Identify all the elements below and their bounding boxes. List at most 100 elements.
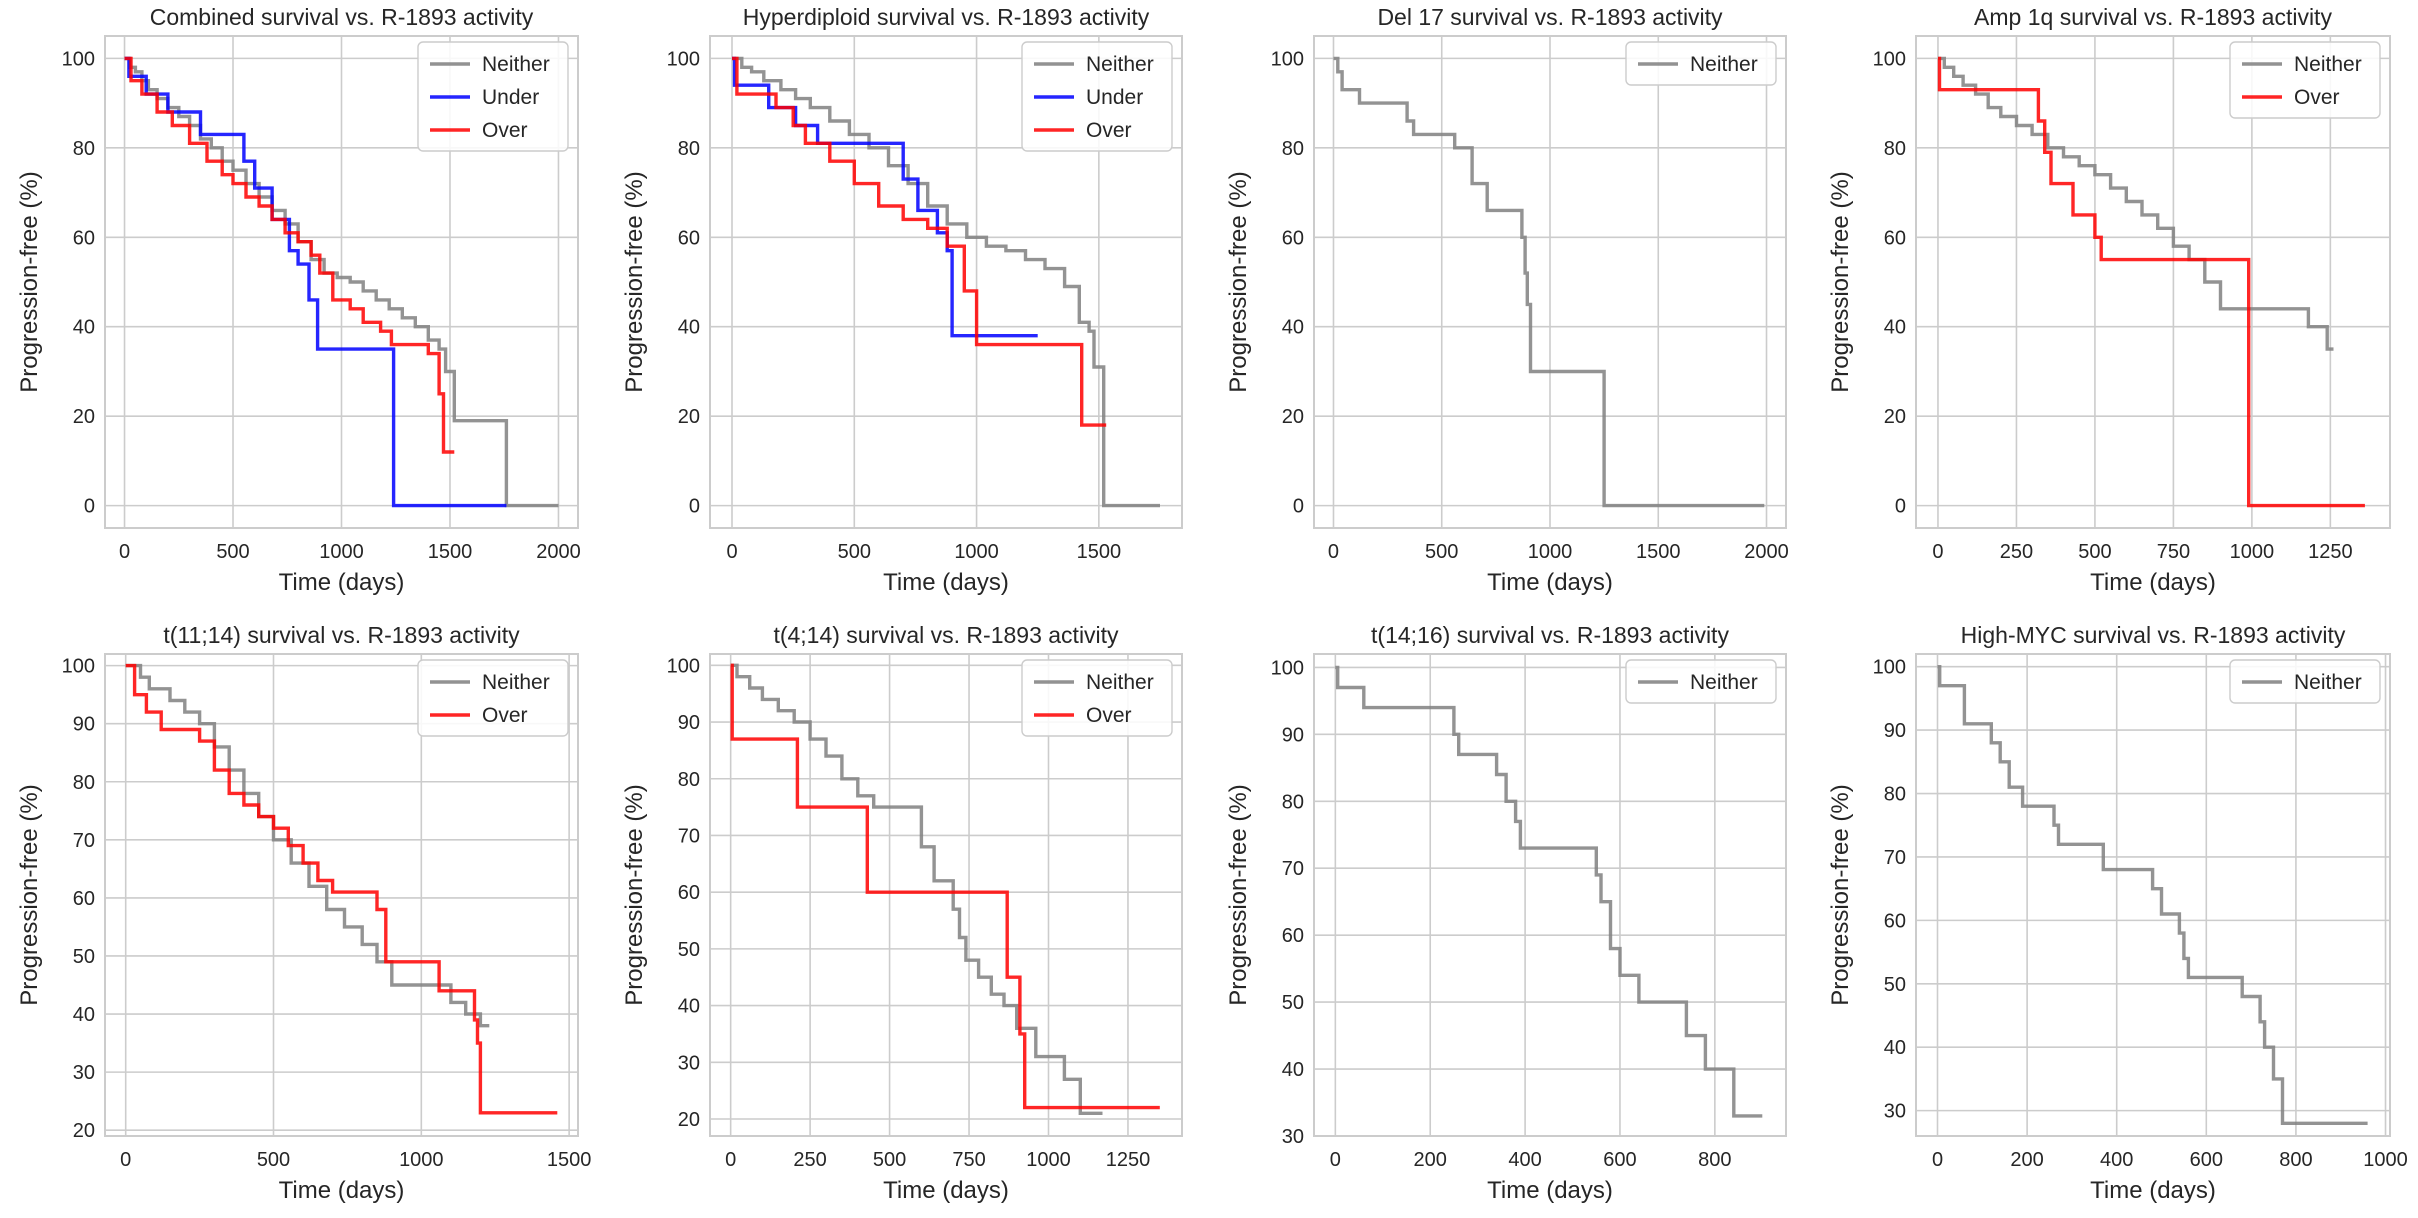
x-tick-label: 1000: [319, 541, 364, 563]
y-tick-label: 80: [678, 769, 700, 791]
y-axis-label: Progression-free (%): [1225, 784, 1252, 1005]
y-tick-label: 100: [1271, 48, 1304, 70]
series-line-neither: [1333, 56, 1765, 508]
series-line-under: [732, 56, 1038, 338]
chart-panel-1: 0 500 1000 1500 2000 0 20 40 60 80 100 Combined sur…: [16, 4, 581, 596]
y-tick-label: 50: [1884, 974, 1906, 996]
y-tick-label: 60: [1282, 227, 1304, 249]
chart-title: t(4;14) survival vs. R-1893 activity: [773, 622, 1119, 648]
series-line-neither: [1335, 665, 1763, 1118]
x-tick-label: 400: [2100, 1149, 2133, 1171]
x-tick-label: 750: [2157, 541, 2190, 563]
series-line-neither: [1937, 665, 2368, 1125]
y-tick-label: 90: [1884, 720, 1906, 742]
chart-title: Combined survival vs. R-1893 activity: [150, 4, 534, 30]
series-line-over: [125, 663, 558, 1115]
y-tick-label: 70: [678, 825, 700, 847]
legend-label: Neither: [1690, 671, 1758, 694]
y-tick-label: 90: [1282, 724, 1304, 746]
legend-label: Over: [1086, 704, 1132, 727]
series-line-neither: [125, 663, 490, 1028]
chart-title: Hyperdiploid survival vs. R-1893 activit…: [743, 4, 1150, 30]
y-tick-label: 60: [1282, 925, 1304, 947]
legend-label: Over: [482, 119, 528, 142]
legend-label: Neither: [1086, 671, 1154, 694]
chart-title: t(11;14) survival vs. R-1893 activity: [163, 622, 520, 648]
plot-frame: [1915, 653, 2391, 1137]
legend-box: [417, 659, 569, 737]
x-tick-label: 1500: [547, 1149, 592, 1171]
legend-label: Neither: [2294, 671, 2362, 694]
x-tick-label: 0: [725, 1149, 736, 1171]
x-axis-label: Time (days): [1487, 1177, 1613, 1204]
y-tick-label: 40: [1282, 1059, 1304, 1081]
x-tick-label: 1500: [1077, 541, 1122, 563]
x-tick-label: 1000: [399, 1149, 444, 1171]
plot-frame: [1313, 653, 1787, 1137]
x-tick-label: 200: [2010, 1149, 2043, 1171]
x-tick-label: 800: [2279, 1149, 2312, 1171]
y-tick-label: 90: [678, 712, 700, 734]
x-tick-label: 600: [1603, 1149, 1636, 1171]
plot-frame: [709, 653, 1183, 1137]
y-tick-label: 60: [1884, 910, 1906, 932]
x-axis-label: Time (days): [883, 1177, 1009, 1204]
legend-label: Over: [2294, 86, 2340, 109]
x-tick-label: 400: [1508, 1149, 1541, 1171]
y-tick-label: 20: [1884, 406, 1906, 428]
legend-box: [1021, 41, 1173, 152]
y-tick-label: 60: [678, 882, 700, 904]
y-tick-label: 20: [678, 406, 700, 428]
legend-box: [1021, 659, 1173, 737]
x-tick-label: 1000: [1528, 541, 1573, 563]
plot-frame: [1915, 35, 2391, 529]
y-tick-label: 20: [73, 1120, 95, 1142]
y-tick-label: 40: [1884, 1037, 1906, 1059]
y-tick-label: 20: [73, 406, 95, 428]
x-axis-label: Time (days): [1487, 569, 1613, 596]
y-tick-label: 100: [667, 655, 700, 677]
y-tick-label: 50: [73, 946, 95, 968]
y-tick-label: 80: [1884, 138, 1906, 160]
chart-panel-5: 0 500 1000 1500 20 30 40 50 60 70 80 90 100 t(11;14) …: [16, 622, 591, 1204]
y-tick-label: 60: [678, 227, 700, 249]
series-line-over: [124, 56, 455, 454]
series-line-neither: [732, 56, 1160, 508]
x-tick-label: 0: [119, 541, 130, 563]
series-line-neither: [1938, 56, 2334, 351]
legend-label: Neither: [2294, 53, 2362, 76]
y-axis-label: Progression-free (%): [1827, 784, 1854, 1005]
x-tick-label: 500: [2078, 541, 2111, 563]
y-tick-label: 0: [1293, 496, 1304, 518]
chart-panel-8: 0 200 400 600 800 1000 30 40 50 60 70 80 90 100 High-M…: [1827, 622, 2408, 1204]
chart-panel-7: 0 200 400 600 800 30 40 50 60 70 80 90 100 t(14;16) s…: [1225, 622, 1787, 1204]
series-line-over: [732, 56, 1107, 427]
x-tick-label: 800: [1698, 1149, 1731, 1171]
legend-label: Under: [1086, 86, 1143, 109]
y-tick-label: 80: [678, 138, 700, 160]
series-line-over: [730, 663, 1160, 1110]
plot-frame: [104, 653, 579, 1137]
x-tick-label: 0: [1932, 541, 1943, 563]
y-axis-label: Progression-free (%): [16, 784, 43, 1005]
chart-panel-2: 0 500 1000 1500 0 20 40 60 80 100 Hyperdiploid sur…: [621, 4, 1183, 596]
x-axis-label: Time (days): [279, 1177, 405, 1204]
chart-panel-4: 0 250 500 750 1000 1250 0 20 40 60 80 100 Amp 1q sur…: [1827, 4, 2391, 596]
y-tick-label: 80: [73, 138, 95, 160]
legend-label: Over: [482, 704, 528, 727]
y-tick-label: 60: [1884, 227, 1906, 249]
x-tick-label: 0: [1932, 1149, 1943, 1171]
y-tick-label: 70: [73, 830, 95, 852]
legend-box: [2229, 41, 2381, 119]
y-tick-label: 80: [1884, 784, 1906, 806]
y-tick-label: 60: [73, 888, 95, 910]
plot-frame: [709, 35, 1183, 529]
y-tick-label: 80: [73, 772, 95, 794]
chart-title: Amp 1q survival vs. R-1893 activity: [1974, 4, 2332, 30]
y-axis-label: Progression-free (%): [16, 171, 43, 392]
legend-box: [2229, 659, 2381, 704]
y-tick-label: 40: [73, 317, 95, 339]
x-tick-label: 200: [1414, 1149, 1447, 1171]
y-tick-label: 100: [1271, 657, 1304, 679]
